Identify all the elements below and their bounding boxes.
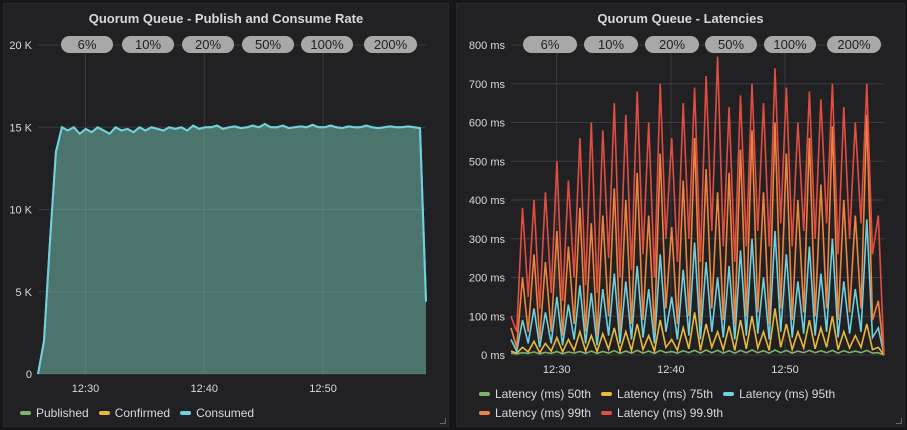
legend-label: Latency (ms) 99th (495, 405, 592, 420)
annotation-marker[interactable]: 200% (364, 36, 417, 53)
annotation-marker[interactable]: 10% (122, 36, 174, 53)
legend-swatch (601, 391, 613, 396)
latency-chart: 0 ms 100 ms 200 ms 300 ms 400 ms 500 ms 600 ms… (469, 40, 885, 376)
x-tick-label: 12:50 (771, 364, 799, 376)
annotation-marker[interactable]: 200% (827, 36, 881, 53)
legend-swatch (601, 410, 613, 415)
panel-title[interactable]: Quorum Queue - Publish and Consume Rate (88, 11, 364, 26)
resize-handle[interactable] (896, 418, 902, 424)
legend-label: Latency (ms) 99.9th (617, 405, 724, 420)
legend-label: Consumed (196, 405, 255, 420)
series-area (38, 124, 426, 374)
x-tick-label: 12:30 (543, 364, 571, 376)
legend-label: Latency (ms) 95th (739, 386, 836, 401)
legend-item[interactable]: Latency (ms) 50th (479, 384, 591, 403)
y-tick-label: 300 ms (469, 234, 506, 246)
legend-label: Published (36, 405, 89, 420)
legend-swatch (479, 391, 490, 396)
series-line (510, 349, 885, 356)
annotation-marker[interactable]: 10% (584, 36, 638, 53)
annotation-marker[interactable]: 100% (301, 36, 353, 53)
series-line (510, 114, 885, 356)
legend-label: Latency (ms) 75th (617, 386, 714, 401)
y-tick-label: 400 ms (469, 195, 506, 207)
annotation-marker[interactable]: 100% (764, 36, 816, 53)
annotation-marker[interactable]: 20% (182, 36, 234, 53)
series-line (510, 219, 885, 356)
y-tick-label: 100 ms (469, 311, 506, 323)
annotation-marker[interactable]: 20% (645, 36, 699, 53)
y-tick-label: 700 ms (469, 79, 506, 91)
latency-panel: Quorum Queue - Latencies 0 ms 100 ms 200 m… (456, 3, 905, 427)
legend-item[interactable]: Published (20, 403, 89, 422)
panel-title[interactable]: Quorum Queue - Latencies (597, 11, 764, 26)
annotation-marker[interactable]: 50% (242, 36, 294, 53)
y-tick-label: 600 ms (469, 118, 506, 130)
annotation-marker[interactable]: 6% (61, 36, 113, 53)
legend-item[interactable]: Latency (ms) 99th (479, 403, 591, 422)
legend-swatch (98, 410, 110, 415)
legend-item[interactable]: Confirmed (98, 403, 171, 422)
series-area (38, 124, 426, 374)
legend-swatch (723, 391, 735, 396)
y-tick-label: 800 ms (469, 40, 506, 52)
legend-label: Latency (ms) 50th (495, 386, 592, 401)
y-tick-label: 0 (26, 369, 32, 381)
y-tick-label: 0 ms (481, 350, 505, 362)
resize-handle[interactable] (440, 418, 446, 424)
series-line (510, 308, 885, 356)
legend-swatch (20, 410, 31, 415)
y-tick-label: 10 K (9, 205, 32, 217)
legend-swatch (180, 410, 192, 415)
annotation-marker[interactable]: 6% (523, 36, 577, 53)
publish-consume-panel: Quorum Queue - Publish and Consume Rate … (3, 3, 449, 427)
y-tick-label: 200 ms (469, 273, 506, 285)
legend-label: Confirmed (114, 405, 171, 420)
legend-swatch (479, 410, 490, 415)
x-tick-label: 12:30 (72, 383, 100, 395)
rate-chart: 0 5 K 10 K 15 K 20 K 12:30 12:40 12:50 (9, 40, 427, 395)
legend-item[interactable]: Consumed (180, 403, 254, 422)
x-tick-label: 12:50 (309, 383, 337, 395)
y-tick-label: 500 ms (469, 156, 506, 168)
legend-item[interactable]: Latency (ms) 99.9th (601, 403, 723, 422)
legend-item[interactable]: Latency (ms) 95th (723, 384, 835, 403)
y-tick-label: 20 K (9, 40, 32, 52)
legend-item[interactable]: Latency (ms) 75th (601, 384, 713, 403)
x-tick-label: 12:40 (191, 383, 219, 395)
annotation-marker[interactable]: 50% (705, 36, 757, 53)
y-tick-label: 15 K (9, 122, 32, 134)
y-tick-label: 5 K (15, 287, 32, 299)
series-line (510, 56, 885, 356)
x-tick-label: 12:40 (657, 364, 685, 376)
series-line (37, 122, 427, 375)
